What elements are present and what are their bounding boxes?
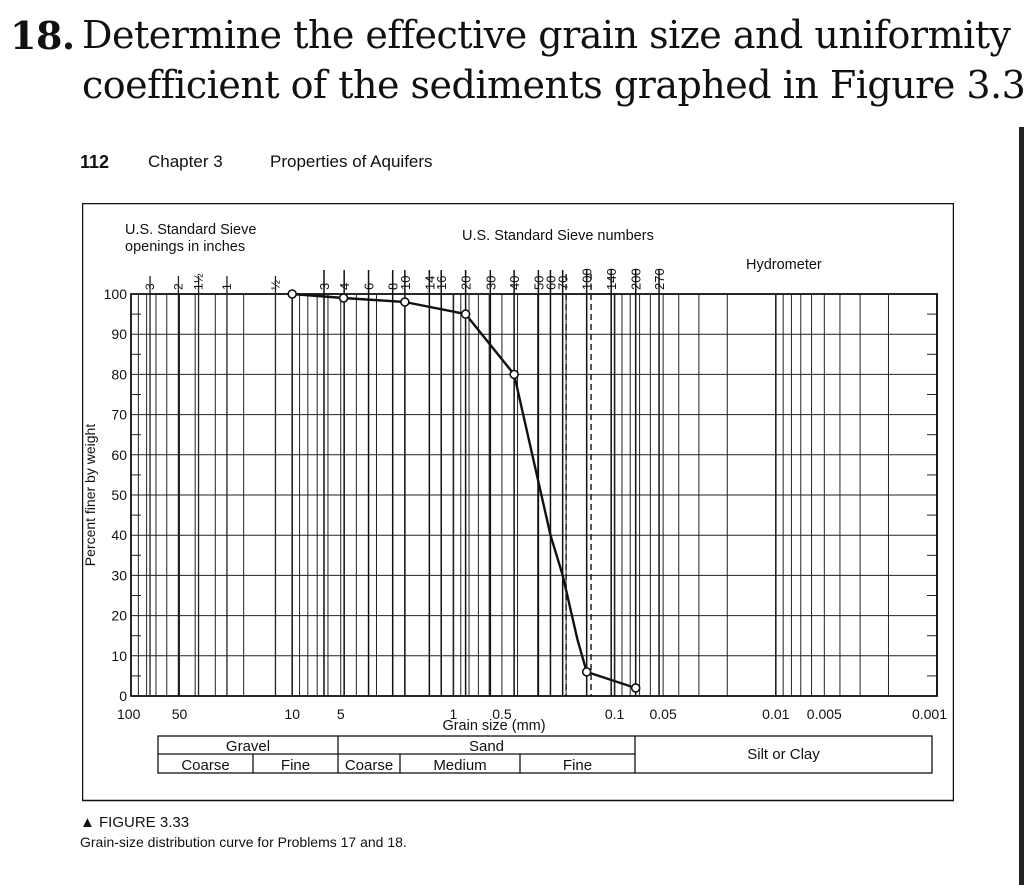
number-sieve-label: 6 (362, 283, 377, 290)
y-tick-right: 100 (953, 688, 954, 704)
inch-sieve-label: 1½ (192, 273, 206, 290)
data-point (581, 667, 592, 677)
x-tick-label: 0.001 (912, 706, 947, 722)
x-tick-label: 50 (172, 706, 188, 722)
hydrometer-label: Hydrometer (746, 257, 822, 273)
x-tick-label: 0.01 (762, 706, 789, 722)
section-title: Properties of Aquifers (270, 152, 433, 171)
plot-border (130, 293, 938, 697)
page-edge-bar (1019, 127, 1024, 885)
horizontal-grid (131, 293, 937, 697)
number-sieve-label: 10 (398, 276, 413, 290)
data-point (460, 309, 471, 319)
y-tick-right: 80 (953, 608, 954, 624)
inch-sieve-label: 1 (220, 283, 234, 290)
y-tick-right: 40 (953, 447, 954, 463)
y-tick-left: 50 (111, 487, 127, 503)
y-tick-left: 80 (111, 366, 127, 382)
data-point (338, 293, 349, 303)
x-tick-label: 5 (337, 706, 345, 722)
number-sieve-label: 30 (483, 276, 498, 290)
class-gravel: Gravel (226, 738, 270, 755)
y-tick-right: 10 (953, 326, 954, 342)
number-sieve-label: 8 (386, 283, 401, 290)
x-tick-label: 0.05 (650, 706, 677, 722)
number-sieve-label: 140 (604, 268, 619, 290)
question-line-1: Determine the effective grain size and u… (82, 13, 1011, 57)
class-sand-medium: Medium (433, 757, 486, 774)
data-point (400, 297, 410, 307)
y-tick-left: 100 (104, 286, 128, 302)
class-silt-clay: Silt or Clay (747, 746, 820, 763)
y-tick-left: 70 (111, 407, 127, 423)
data-point (509, 369, 519, 380)
class-sand-fine: Fine (563, 757, 592, 774)
x-tick-label: 10 (284, 706, 300, 722)
number-sieve-label: 70 (556, 276, 571, 290)
number-sieve-label: 50 (531, 276, 546, 290)
y-tick-right: 0 (953, 286, 954, 302)
number-sieve-label: 200 (629, 268, 644, 290)
class-gravel-fine: Fine (281, 757, 310, 774)
y-tick-right: 20 (953, 366, 954, 382)
number-sieve-label: 4 (337, 283, 352, 290)
y-tick-right: 50 (953, 487, 954, 503)
x-tick-label: 100 (117, 706, 141, 722)
x-tick-label: 0.005 (807, 706, 842, 722)
figure-caption: Grain-size distribution curve for Proble… (80, 834, 407, 850)
data-point (287, 289, 297, 299)
x-tick-label: 0.5 (492, 706, 512, 722)
y-tick-right: 90 (953, 648, 954, 664)
question-line-2: coefficient of the sediments graphed in … (82, 63, 1024, 107)
x-tick-label: 1 (450, 706, 458, 722)
y-tick-right: 60 (953, 527, 954, 543)
y-tick-left: 0 (119, 688, 127, 704)
number-sieve-label: 270 (652, 268, 667, 290)
page-number: 112 (80, 152, 110, 172)
question-number: 18. (10, 13, 75, 58)
y-axis-title-left: Percent finer by weight (82, 424, 98, 567)
number-sieve-label: 100 (580, 268, 595, 290)
y-tick-right: 70 (953, 567, 954, 583)
data-point (630, 683, 641, 693)
y-tick-left: 90 (111, 326, 127, 342)
soil-classification-table: Gravel Sand Silt or Clay Coarse Fine Coarse Me… (157, 735, 933, 774)
grain-size-curve (292, 292, 637, 690)
number-sieve-title: U.S. Standard Sieve numbers (462, 228, 654, 244)
x-tick-label: 0.1 (605, 706, 625, 722)
number-sieve-label: 3 (317, 283, 332, 290)
inch-sieve-subtitle: openings in inches (125, 239, 245, 255)
x-axis-title: Grain size (mm) (442, 718, 545, 734)
inch-sieve-label: 3 (143, 283, 157, 290)
y-tick-left: 30 (111, 567, 127, 583)
number-sieve-label: 40 (507, 276, 522, 290)
figure-label: ▲ FIGURE 3.33 (80, 814, 190, 831)
inch-sieve-label: 2 (171, 283, 185, 290)
number-sieve-label: 20 (459, 276, 474, 290)
y-tick-left: 20 (111, 608, 127, 624)
class-sand: Sand (469, 738, 504, 755)
number-sieve-label: 60 (543, 276, 558, 290)
y-tick-right: 30 (953, 407, 954, 423)
class-gravel-coarse: Coarse (181, 757, 229, 774)
chapter-label: Chapter 3 (148, 152, 223, 171)
inch-sieve-title: U.S. Standard Sieve (125, 222, 256, 238)
number-sieve-label: 16 (434, 276, 449, 290)
y-tick-left: 10 (111, 648, 127, 664)
figure-frame (82, 203, 954, 802)
y-tick-left: 60 (111, 447, 127, 463)
class-sand-coarse: Coarse (345, 757, 393, 774)
number-sieve-label: 14 (422, 276, 437, 290)
inch-sieve-label: ½ (268, 280, 282, 290)
y-tick-left: 40 (111, 527, 127, 543)
